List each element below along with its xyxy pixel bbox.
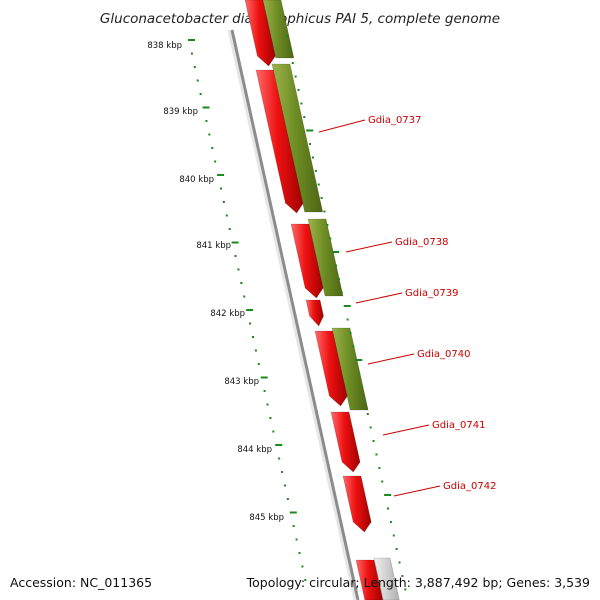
kbp-label: 839 kbp: [163, 107, 198, 117]
gene-label[interactable]: Gdia_0741: [432, 420, 485, 431]
gene-arrow[interactable]: [314, 330, 348, 407]
kbp-label: 840 kbp: [179, 175, 214, 185]
gene-arrow[interactable]: [290, 223, 324, 299]
kbp-ruler: [188, 39, 307, 581]
kbp-label: 842 kbp: [210, 309, 245, 319]
gene-arrow[interactable]: [330, 411, 361, 473]
kbp-label: 843 kbp: [224, 377, 259, 387]
kbp-label: 838 kbp: [147, 41, 182, 51]
accession-text: Accession: NC_011365: [10, 575, 152, 590]
gene-arrow[interactable]: [244, 0, 276, 67]
gene-label[interactable]: Gdia_0740: [417, 349, 470, 360]
gene-arrow[interactable]: [342, 475, 372, 533]
cds-bar[interactable]: [307, 218, 344, 297]
cds-bar[interactable]: [271, 63, 324, 213]
gene-leaders: [318, 119, 441, 497]
gene-arrow[interactable]: [305, 299, 324, 327]
kbp-label: 845 kbp: [249, 513, 284, 523]
kbp-label: 841 kbp: [196, 241, 231, 251]
gene-arrow[interactable]: [255, 69, 304, 214]
kbp-labels: 838 kbp 839 kbp 840 kbp 841 kbp 842 kbp …: [147, 41, 284, 523]
gene-label[interactable]: Gdia_0738: [395, 237, 448, 248]
gene-label[interactable]: Gdia_0737: [368, 115, 421, 126]
genome-stats-text: Topology: circular; Length: 3,887,492 bp…: [246, 575, 590, 590]
gene-label[interactable]: Gdia_0742: [443, 481, 496, 492]
gene-label[interactable]: Gdia_0739: [405, 288, 458, 299]
kbp-label: 844 kbp: [237, 445, 272, 455]
gene-ruler: [286, 35, 407, 591]
feature-track: [244, 0, 400, 600]
gene-arrow[interactable]: [355, 559, 384, 600]
gene-labels: Gdia_0737 Gdia_0738 Gdia_0739 Gdia_0740 …: [368, 115, 496, 492]
genome-backbone: [227, 29, 360, 600]
cds-bar[interactable]: [262, 0, 295, 59]
cds-bar[interactable]: [373, 557, 400, 600]
cds-bar[interactable]: [331, 327, 369, 411]
map-title: Gluconacetobacter diazotrophicus PAI 5, …: [100, 11, 500, 27]
